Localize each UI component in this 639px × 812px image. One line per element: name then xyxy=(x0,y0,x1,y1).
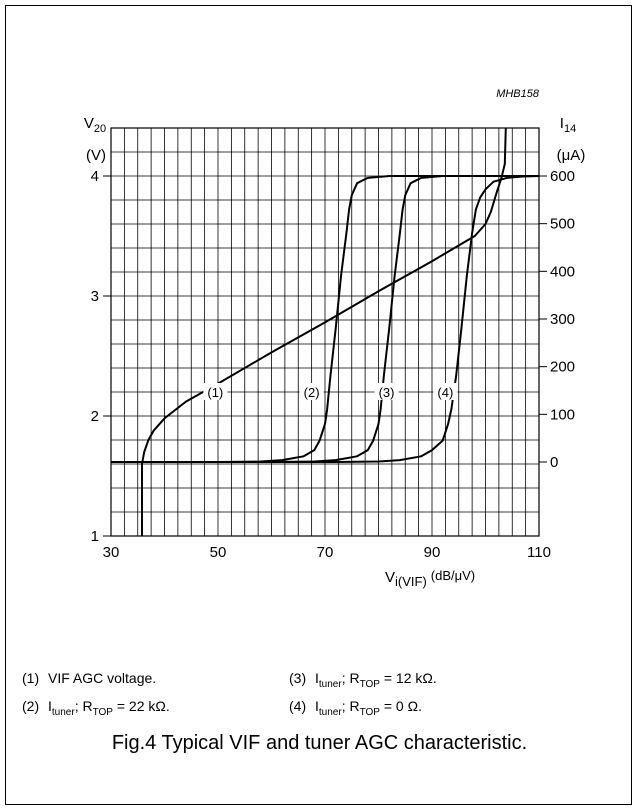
curve-label-2: (2) xyxy=(304,385,320,400)
plot-border xyxy=(110,127,540,537)
y-right-tick-label: 300 xyxy=(550,311,575,328)
curve-label-bg xyxy=(374,383,399,400)
series-line-2 xyxy=(111,175,539,463)
y-left-tick-label: 2 xyxy=(91,408,99,425)
y-left-axis-title: V20 xyxy=(84,115,106,135)
y-left-tick-label: 1 xyxy=(91,528,99,545)
y-right-axis-title: I14 xyxy=(560,115,576,135)
y-left-tick-label: 4 xyxy=(91,168,99,185)
y-right-tick-label: 200 xyxy=(550,359,575,376)
figure-frame xyxy=(5,5,632,805)
legend-number: (2) xyxy=(22,698,40,714)
legend-item-1: (1) VIF AGC voltage. xyxy=(22,670,156,686)
curve-label-bg xyxy=(433,383,458,400)
y-right-tick-label: 400 xyxy=(550,263,575,280)
y-right-tick-label: 600 xyxy=(550,168,575,185)
figure-caption: Fig.4 Typical VIF and tuner AGC characte… xyxy=(111,732,528,754)
legend-number: (1) xyxy=(22,670,40,686)
y-right-tick-label: 0 xyxy=(550,454,558,471)
x-axis-title: Vi(VIF) (dB/μV) xyxy=(385,568,475,589)
y-left-tick-label: 3 xyxy=(91,288,99,305)
legend-number: (4) xyxy=(289,698,307,714)
curve-label-3: (3) xyxy=(379,385,395,400)
drawing-id: MHB158 xyxy=(496,88,540,100)
legend-text: VIF AGC voltage. xyxy=(48,670,157,686)
curve-label-bg xyxy=(203,383,228,400)
x-tick-label: 70 xyxy=(317,544,334,561)
x-tick-label: 50 xyxy=(210,544,227,561)
y-right-tick-label: 500 xyxy=(550,216,575,233)
y-right-tick-label: 100 xyxy=(550,406,575,423)
series-line-4 xyxy=(111,175,540,463)
curve-label-1: (1) xyxy=(207,385,223,400)
legend-item-3: (3) Ituner; RTOP = 12 kΩ. xyxy=(289,670,437,690)
agc-chart: 30 50 70 90 110 1 2 3 4 0 100 200 300 400 500 600 V20 (V)… xyxy=(84,88,586,589)
curve-label-4: (4) xyxy=(437,385,453,400)
series-line-1 xyxy=(141,127,507,536)
legend-number: (3) xyxy=(289,670,307,686)
x-tick-label: 110 xyxy=(527,544,551,561)
x-tick-label: 90 xyxy=(424,544,441,561)
legend-item-4: (4) Ituner; RTOP = 0 Ω. xyxy=(289,698,422,718)
x-tick-label: 30 xyxy=(103,544,120,561)
series-line-3 xyxy=(111,175,539,463)
y-right-axis-unit: (μA) xyxy=(557,147,586,164)
y-left-axis-unit: (V) xyxy=(86,147,106,164)
curve-label-bg xyxy=(299,383,324,400)
legend-item-2: (2) Ituner; RTOP = 22 kΩ. xyxy=(22,698,170,718)
